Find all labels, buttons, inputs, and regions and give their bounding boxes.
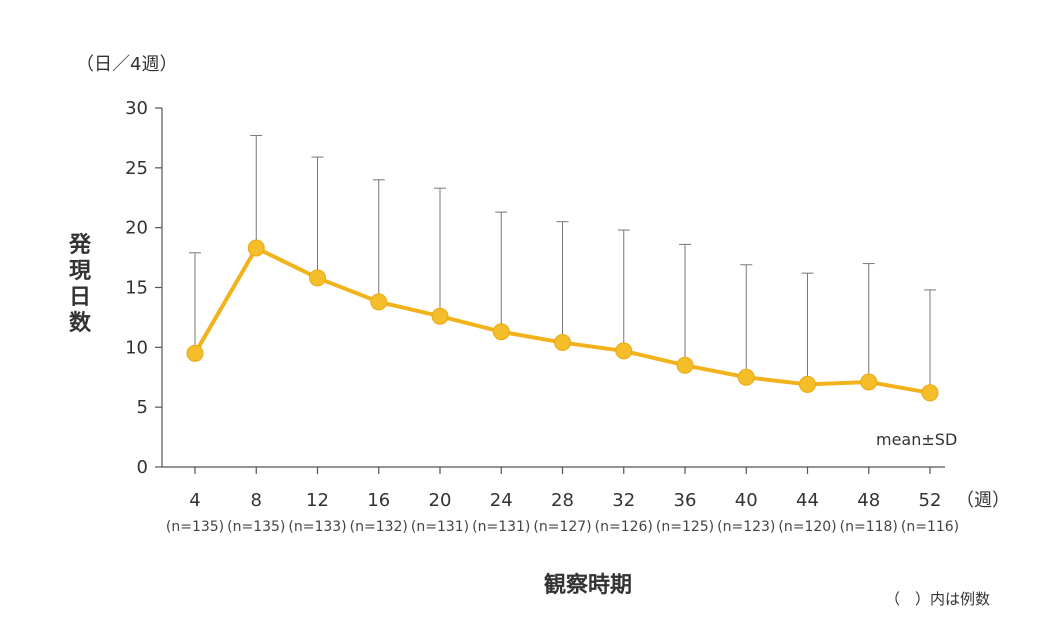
x-tick-label: 36 <box>674 490 697 511</box>
mean-point <box>247 239 265 257</box>
mean-point <box>799 375 816 393</box>
y-axis-label-char: 現 <box>69 259 91 284</box>
x-tick-label: 48 <box>857 490 880 511</box>
x-tick-label: 24 <box>490 490 513 511</box>
sample-size-label: (n=127) <box>533 519 591 535</box>
x-tick-label: 12 <box>306 490 329 511</box>
x-tick-label: 8 <box>251 490 262 511</box>
y-axis-label-char: 発 <box>68 233 92 258</box>
x-axis: 4 (n=135) 8 (n=135) 12 (n=133) 16 (n=132) 20 (n=1… <box>162 466 959 535</box>
mean-point <box>615 342 633 360</box>
mean-point <box>370 293 388 311</box>
x-tick-label: 28 <box>551 490 574 511</box>
y-tick-label: 5 <box>137 397 148 418</box>
y-axis: 0 5 10 15 20 25 30 <box>125 98 163 478</box>
error-bars <box>189 135 936 393</box>
x-tick-label: 52 <box>919 490 942 511</box>
x-tick-label: 40 <box>735 490 758 511</box>
y-tick-label: 30 <box>125 98 148 119</box>
y-tick-label: 10 <box>125 337 148 358</box>
x-tick-label: 32 <box>612 490 635 511</box>
sample-size-label: (n=123) <box>717 519 775 535</box>
x-tick-label: 4 <box>189 490 200 511</box>
sample-size-label: (n=131) <box>472 519 530 535</box>
y-tick-label: 0 <box>137 457 148 478</box>
footnote: （ ）内は例数 <box>885 590 990 608</box>
sample-size-label: (n=116) <box>901 519 959 535</box>
y-tick-label: 15 <box>125 278 148 299</box>
sample-size-label: (n=125) <box>656 519 714 535</box>
x-axis-label: 観察時期 <box>544 572 632 598</box>
x-tick-label: 20 <box>429 490 452 511</box>
mean-point <box>492 323 510 341</box>
sample-size-label: (n=131) <box>411 519 469 535</box>
mean-point <box>554 334 571 352</box>
mean-point <box>186 344 204 362</box>
x-unit-label: （週） <box>956 490 1010 511</box>
x-tick-label: 16 <box>367 490 390 511</box>
sample-size-label: (n=120) <box>778 519 836 535</box>
mean-point <box>309 269 326 287</box>
mean-point <box>921 384 939 402</box>
legend-note: mean±SD <box>876 430 957 449</box>
sample-size-label: (n=132) <box>350 519 408 535</box>
x-tick-label: 44 <box>796 490 819 511</box>
y-unit-label: （日／4週） <box>76 54 177 75</box>
series-group <box>186 239 939 402</box>
sample-size-label: (n=118) <box>840 519 898 535</box>
mean-point <box>431 307 449 325</box>
y-tick-label: 20 <box>125 218 148 239</box>
y-axis-label-char: 日 <box>69 285 91 310</box>
sample-size-label: (n=133) <box>288 519 346 535</box>
sample-size-label: (n=135) <box>227 519 285 535</box>
mean-point <box>676 356 694 374</box>
y-axis-label-char: 数 <box>69 310 92 336</box>
mean-point <box>737 368 755 386</box>
sample-size-label: (n=126) <box>595 519 653 535</box>
y-tick-label: 25 <box>125 158 148 179</box>
sample-size-label: (n=135) <box>166 519 224 535</box>
mean-point <box>860 373 878 391</box>
